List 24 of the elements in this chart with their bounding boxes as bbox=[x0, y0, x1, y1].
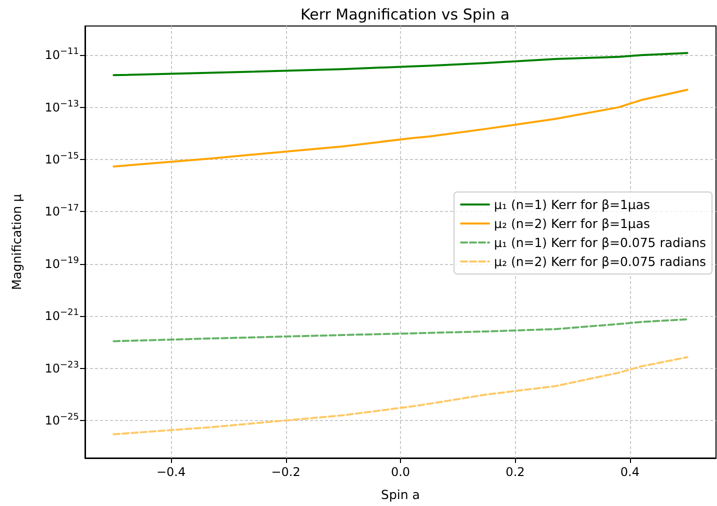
line-series bbox=[112, 318, 688, 342]
legend-label: μ₁ (n=1) Kerr for β=1μas bbox=[494, 197, 650, 212]
y-tick-label: 10$^{−23}$ bbox=[44, 360, 79, 376]
y-tick-label: 10$^{−11}$ bbox=[44, 47, 79, 62]
line-series bbox=[112, 88, 688, 168]
x-axis-title: Spin a bbox=[381, 487, 420, 502]
x-tick-label: −0.2 bbox=[271, 465, 300, 479]
line-series bbox=[112, 356, 688, 436]
x-tick-label: 0.0 bbox=[390, 465, 410, 479]
line-series bbox=[112, 52, 688, 76]
y-tick-label: 10$^{−13}$ bbox=[44, 99, 79, 114]
y-tick-label: 10$^{−15}$ bbox=[44, 152, 79, 167]
legend-label: μ₂ (n=2) Kerr for β=1μas bbox=[494, 216, 650, 231]
chart-title: Kerr Magnification vs Spin a bbox=[300, 6, 510, 24]
x-tick-label: 0.4 bbox=[620, 465, 640, 479]
y-axis-title: Magnification μ bbox=[9, 194, 24, 290]
y-tick-label: 10$^{−21}$ bbox=[44, 308, 79, 324]
legend-label: μ₁ (n=1) Kerr for β=0.075 radians bbox=[494, 235, 706, 250]
x-tick-label: −0.4 bbox=[156, 465, 186, 479]
y-tick-label: 10$^{−25}$ bbox=[44, 412, 79, 428]
legend-label: μ₂ (n=2) Kerr for β=0.075 radians bbox=[494, 254, 706, 269]
y-tick-label: 10$^{−19}$ bbox=[44, 256, 80, 271]
x-tick-label: 0.2 bbox=[506, 465, 525, 479]
y-tick-label: 10$^{−17}$ bbox=[44, 204, 79, 219]
